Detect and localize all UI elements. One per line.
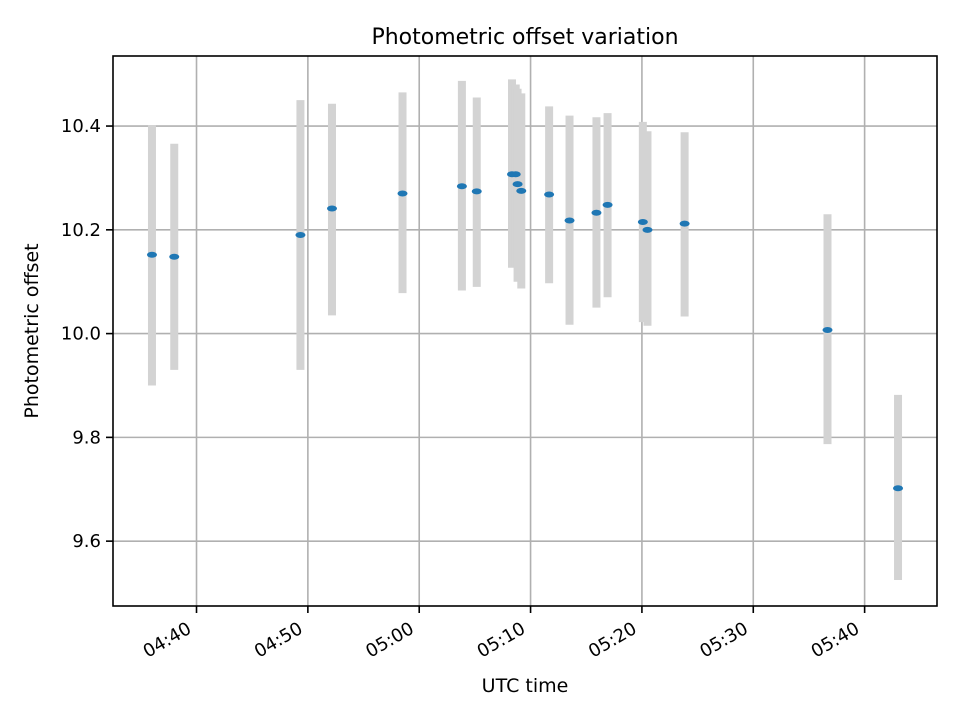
data-point [326, 205, 337, 212]
data-point [397, 190, 408, 197]
data-point [893, 485, 904, 492]
data-point [512, 181, 523, 188]
y-tick-label: 10.2 [61, 220, 101, 241]
data-point [822, 326, 833, 333]
y-tick-label: 10.0 [61, 324, 101, 345]
data-point [471, 188, 482, 195]
data-point [642, 226, 653, 233]
y-tick-label: 9.8 [72, 427, 101, 448]
data-point [169, 253, 180, 260]
y-axis-label: Photometric offset [21, 243, 43, 418]
data-point [564, 217, 575, 224]
data-point [602, 201, 613, 208]
data-point [295, 232, 306, 239]
data-point [516, 187, 527, 194]
plot-frame [112, 55, 938, 607]
data-point [591, 209, 602, 216]
data-point [679, 220, 690, 227]
y-tick-label: 9.6 [72, 531, 101, 552]
data-point [146, 251, 157, 258]
data-point [510, 171, 521, 178]
y-tick-label: 10.4 [61, 116, 101, 137]
data-point [456, 183, 467, 190]
data-point [637, 219, 648, 226]
x-axis-label: UTC time [482, 675, 569, 697]
data-point [544, 191, 555, 198]
chart-title: Photometric offset variation [371, 25, 678, 50]
